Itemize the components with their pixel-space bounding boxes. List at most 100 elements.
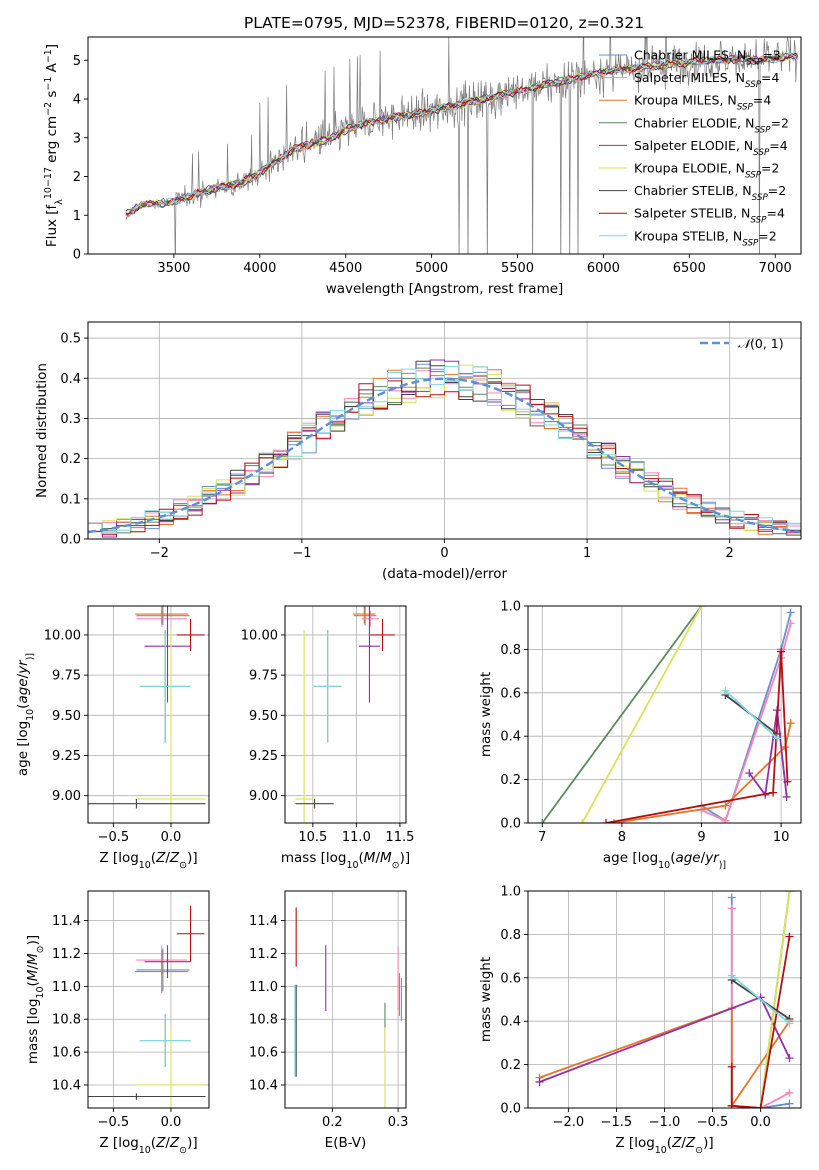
errorbar-chabrier-stelib <box>295 798 334 809</box>
x-tick-label: 7 <box>538 830 546 845</box>
tick-group: 10.5 11.0 11.5 9.00 9.25 9.50 9.75 10.00 <box>241 628 415 845</box>
series-salpeter-stelib <box>727 932 794 1108</box>
histogram-salpeter-stelib <box>88 375 801 536</box>
plot-area <box>88 359 801 539</box>
y-tick-label: 9.50 <box>249 709 278 724</box>
x-tick-label: 0.2 <box>322 1115 343 1130</box>
y-tick-label: 0 <box>73 248 81 263</box>
y-tick-label: 9.75 <box>52 669 81 684</box>
tick-group: 7 8 9 10 0.0 0.2 0.4 0.6 0.8 1.0 <box>500 600 789 846</box>
x-tick-label: 5500 <box>501 261 534 276</box>
x-tick-label: 6000 <box>587 261 620 276</box>
y-axis-label: mass weight <box>478 957 494 1042</box>
x-tick-label: 0.3 <box>388 1115 409 1130</box>
x-tick-label: 2 <box>726 546 734 561</box>
errorbar-salpeter-stelib <box>176 905 205 962</box>
axes-frame <box>527 605 802 824</box>
errorbar-kroupa-elodie <box>136 1027 206 1108</box>
y-tick-label: 0.4 <box>60 372 81 387</box>
series-line <box>701 623 792 823</box>
y-tick-label: 0.6 <box>500 686 521 701</box>
y-axis-label: age [log10(age/yr)] <box>15 653 36 776</box>
series-marker <box>773 734 782 743</box>
y-tick-label: 0.8 <box>500 928 521 943</box>
errorbar-kroupa-stelib <box>139 630 191 743</box>
errorbar-kroupa-elodie <box>295 630 313 823</box>
y-tick-label: 2 <box>73 170 81 185</box>
x-tick-label: 5000 <box>415 261 448 276</box>
x-axis-label: (data-model)/error <box>382 566 508 582</box>
y-tick-label: 9.75 <box>249 669 278 684</box>
y-tick-label: 4 <box>73 93 81 108</box>
series-marker <box>786 719 795 728</box>
series-line <box>759 891 791 1108</box>
tick-group: 0.2 0.3 10.4 10.6 10.8 11.0 11.2 11.4 <box>249 914 408 1130</box>
y-tick-label: 1.0 <box>500 885 521 900</box>
tick-group: −0.5 0.0 9.00 9.25 9.50 9.75 10.00 <box>44 628 182 845</box>
x-tick-label: 10 <box>773 830 790 845</box>
y-axis-label: Normed distribution <box>34 363 50 498</box>
series-line <box>613 722 792 823</box>
plot-area <box>125 37 799 254</box>
x-tick-label: 1 <box>583 546 591 561</box>
y-axis-label: mass [log10(M/M⊙)] <box>25 935 46 1064</box>
series-marker <box>697 606 706 610</box>
series-marker <box>785 1088 794 1097</box>
errorbar-chabrier-stelib <box>88 1093 206 1100</box>
legend-label-salpeter-miles: Salpeter MILES, NSSP=4 <box>634 70 780 90</box>
errorbar-chabrier-miles <box>136 948 190 992</box>
series-chabrier-miles <box>697 608 795 823</box>
series-marker <box>785 891 794 895</box>
legend-label-chabrier-miles: Chabrier MILES, NSSP=3 <box>634 48 781 68</box>
y-tick-label: 0.1 <box>60 492 81 507</box>
y-tick-label: 0.0 <box>500 1102 521 1117</box>
y-axis-label: mass weight <box>478 672 494 757</box>
series-marker <box>786 619 795 628</box>
y-tick-label: 0.8 <box>500 643 521 658</box>
x-tick-label: 0.0 <box>161 1115 182 1130</box>
series-marker <box>721 816 730 823</box>
x-axis-label: wavelength [Angstrom, rest frame] <box>326 281 564 297</box>
y-tick-label: 10.4 <box>52 1078 81 1093</box>
errorbar-kroupa-stelib <box>139 1014 191 1067</box>
y-tick-label: 0.4 <box>500 1015 521 1030</box>
y-tick-label: 10.6 <box>249 1046 278 1061</box>
legend-label-chabrier-stelib: Chabrier STELIB, NSSP=2 <box>634 183 786 203</box>
series-marker <box>727 893 736 902</box>
series-marker <box>538 819 547 823</box>
errorbar-kroupa-stelib <box>313 630 342 743</box>
plot-area <box>535 891 794 1108</box>
y-tick-label: 9.50 <box>52 709 81 724</box>
legend-label-salpeter-elodie: Salpeter ELODIE, NSSP=4 <box>634 138 788 158</box>
y-tick-label: 0.5 <box>60 332 81 347</box>
errorbar-kroupa-miles <box>352 606 376 624</box>
y-tick-label: 1.0 <box>500 600 521 615</box>
panel-spectrum: 3500 4000 4500 5000 5500 6000 6500 7000 0 1 2 3 4 5 wa… <box>43 36 802 297</box>
series-marker <box>609 819 618 823</box>
axes-frame <box>527 890 802 1109</box>
series-marker <box>785 932 794 941</box>
legend-label-kroupa-stelib: Kroupa STELIB, NSSP=2 <box>634 228 777 248</box>
series-marker <box>777 647 786 656</box>
x-tick-label: 11.5 <box>385 830 414 845</box>
errorbar-chabrier-miles <box>136 606 190 626</box>
axes-frame <box>284 890 407 1109</box>
errorbar-salpeter-stelib <box>370 618 395 652</box>
errorbar-salpeter-elodie <box>144 606 191 703</box>
y-tick-label: 10.00 <box>241 628 278 643</box>
x-tick-label: 8 <box>618 830 626 845</box>
y-tick-label: 11.2 <box>52 947 81 962</box>
plot-area <box>294 907 402 1108</box>
y-tick-label: 11.0 <box>249 980 278 995</box>
y-tick-label: 11.4 <box>249 914 278 929</box>
series-marker <box>727 1101 736 1108</box>
legend-label-kroupa-miles: Kroupa MILES, NSSP=4 <box>634 93 771 113</box>
axes-frame <box>87 321 802 540</box>
series-marker <box>786 608 795 617</box>
series-marker <box>727 1062 736 1071</box>
y-tick-label: 0.3 <box>60 412 81 427</box>
y-tick-label: 0.2 <box>60 452 81 467</box>
y-tick-label: 11.2 <box>249 947 278 962</box>
errorbar-chabrier-stelib <box>88 798 206 809</box>
